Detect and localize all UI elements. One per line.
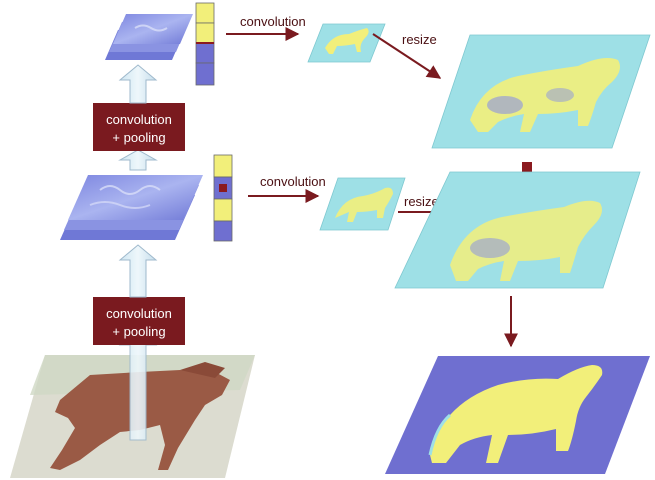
middle-resize-label: resize <box>404 194 439 209</box>
top-convolution-label: convolution <box>240 14 306 29</box>
middle-convolution-label: convolution <box>260 174 326 189</box>
middle-feature-stack <box>60 175 203 240</box>
top-feature-vector <box>195 2 215 86</box>
middle-up-arrow <box>118 244 158 298</box>
middle-small-score-map <box>319 177 406 231</box>
top-conv-pool-label-2: + pooling <box>112 130 165 145</box>
top-small-score-map <box>307 23 386 63</box>
top-conv-pool-label-1: convolution <box>106 112 172 127</box>
top-up-arrow <box>118 64 158 104</box>
top-resize-label: resize <box>402 32 437 47</box>
bottom-conv-pool-label-1: convolution <box>106 306 172 321</box>
top-up-arrow-lower <box>118 149 158 171</box>
middle-convolution-arrow: convolution <box>248 174 326 203</box>
top-resize-arrow: resize <box>372 32 442 79</box>
bottom-conv-pool-label-2: + pooling <box>112 324 165 339</box>
final-segmentation-map <box>385 356 650 474</box>
top-conv-pooling-box: convolution + pooling <box>93 103 185 151</box>
middle-feature-vector <box>213 154 233 242</box>
top-feature-stack <box>105 14 193 60</box>
bottom-conv-pooling-box: convolution + pooling <box>93 297 185 345</box>
middle-large-score-map <box>394 171 641 289</box>
top-convolution-arrow: convolution <box>226 14 306 41</box>
top-large-score-map <box>431 34 651 149</box>
